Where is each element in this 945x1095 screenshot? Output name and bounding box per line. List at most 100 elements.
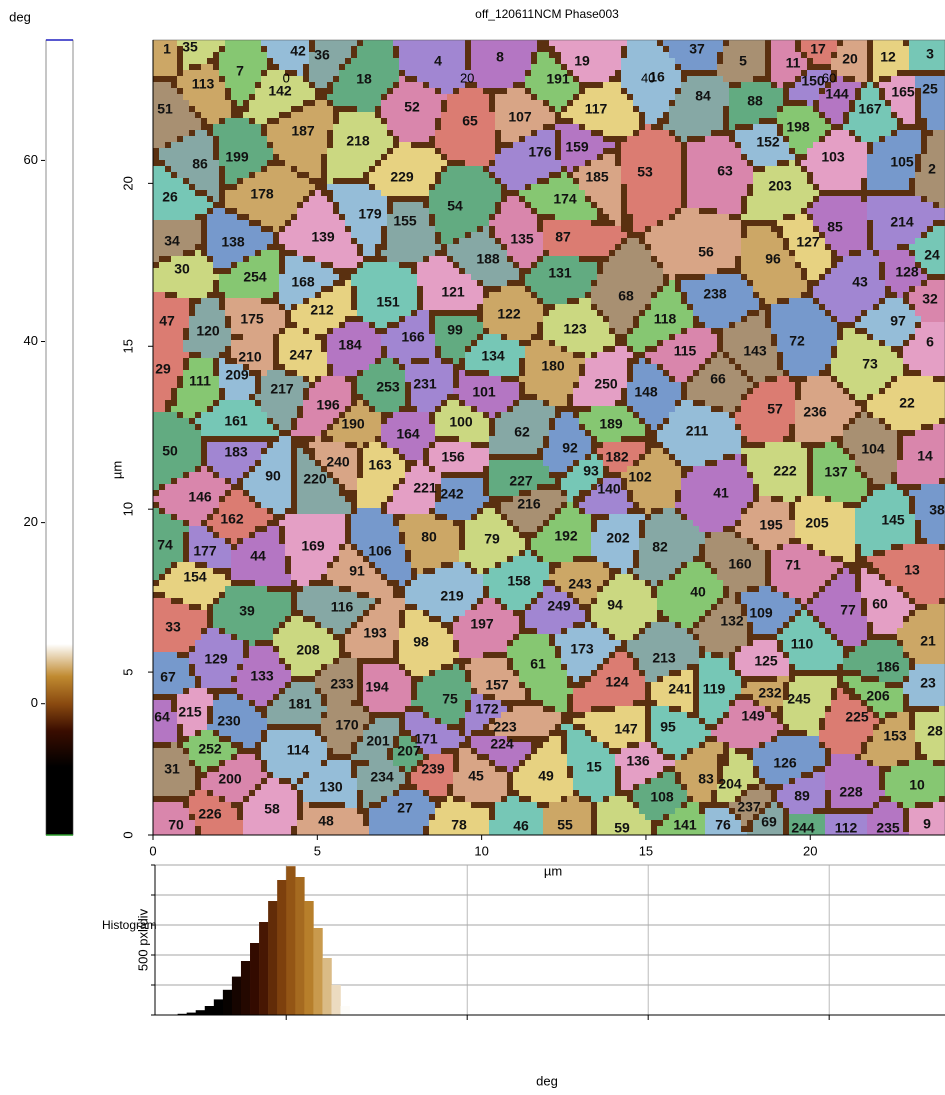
grain-label: 46 <box>513 818 529 834</box>
grain-label: 243 <box>568 576 592 592</box>
grain-label: 34 <box>164 233 180 249</box>
grain-label: 242 <box>440 486 464 502</box>
grain-label: 149 <box>741 708 765 724</box>
grain <box>903 664 945 706</box>
x-axis-label: µm <box>544 863 562 878</box>
grain-label: 25 <box>922 81 938 97</box>
grain-label: 68 <box>618 288 634 304</box>
grain-label: 49 <box>538 768 554 784</box>
grain-label: 56 <box>698 244 714 260</box>
grain-label: 119 <box>703 681 726 697</box>
grain-label: 151 <box>376 294 400 310</box>
grain-label: 144 <box>825 86 849 102</box>
grain-label: 96 <box>765 251 781 267</box>
grain-label: 89 <box>794 788 810 804</box>
grain <box>909 40 945 70</box>
grain <box>657 802 705 835</box>
grain-label: 45 <box>468 768 484 784</box>
grain <box>621 124 681 232</box>
grain-label: 98 <box>413 634 429 650</box>
grain-label: 114 <box>287 742 310 758</box>
grain <box>267 682 327 724</box>
grain-label: 230 <box>217 713 241 729</box>
grain-label: 108 <box>650 789 674 805</box>
grain-label: 160 <box>728 556 752 572</box>
grain <box>735 124 795 166</box>
grain <box>357 358 405 412</box>
grain-label: 164 <box>396 426 420 442</box>
grain-label: 16 <box>649 69 665 85</box>
grain <box>807 196 867 256</box>
grain-label: 129 <box>204 651 228 667</box>
grain <box>561 82 639 136</box>
grain-label: 57 <box>767 401 783 417</box>
grain <box>177 688 213 736</box>
grain-label: 43 <box>852 274 868 290</box>
grain <box>843 676 903 718</box>
grain <box>909 802 945 835</box>
grain <box>207 208 273 268</box>
grain <box>903 322 945 376</box>
grain-label: 201 <box>366 733 390 749</box>
grain-label: 143 <box>743 343 767 359</box>
grain-label: 5 <box>739 53 747 69</box>
grain-label: 197 <box>470 616 494 632</box>
grain <box>561 724 615 802</box>
grain-label: 23 <box>920 675 936 691</box>
grain-label: 232 <box>758 685 782 701</box>
grain <box>633 508 705 586</box>
grain-label: 200 <box>218 771 242 787</box>
grain <box>153 802 195 835</box>
grain <box>327 322 381 376</box>
grain-label: 7 <box>236 63 244 79</box>
grain-label: 222 <box>773 463 797 479</box>
grain <box>801 130 867 190</box>
grain <box>429 442 489 472</box>
grain-label: 229 <box>390 169 414 185</box>
grain-label: 74 <box>157 537 173 553</box>
grain-label: 79 <box>484 531 500 547</box>
grain <box>153 598 207 652</box>
grain <box>861 568 915 634</box>
grain <box>867 130 921 190</box>
grain <box>885 760 945 808</box>
grain-label: 212 <box>310 302 334 318</box>
grain-label: 6 <box>926 334 934 350</box>
grain <box>795 496 855 562</box>
grain-label: 103 <box>821 149 845 165</box>
grain-label: 75 <box>442 691 458 707</box>
grain <box>915 130 945 208</box>
grain <box>825 814 867 835</box>
grain <box>819 688 879 754</box>
grain <box>279 328 327 382</box>
grain <box>225 166 315 232</box>
grain-label: 109 <box>749 605 773 621</box>
grain-label: 84 <box>695 88 711 104</box>
grain-label: 14 <box>917 448 933 464</box>
grain-label: 218 <box>346 133 370 149</box>
grain <box>291 376 351 436</box>
grain-label: 132 <box>720 613 744 629</box>
x-tick-label: 10 <box>474 843 488 858</box>
grain <box>621 40 681 124</box>
grain-label: 67 <box>160 669 176 685</box>
colorbar-tick-label: 40 <box>24 333 38 348</box>
grain <box>597 796 651 835</box>
grain <box>279 256 339 310</box>
grain <box>153 346 189 412</box>
grain-label: 48 <box>318 813 334 829</box>
grain-label: 155 <box>393 213 417 229</box>
grain-label: 193 <box>363 625 387 641</box>
y-tick-label: 20 <box>120 176 135 190</box>
grain <box>393 40 471 94</box>
grain <box>741 160 819 220</box>
grain <box>831 40 867 82</box>
grain <box>663 76 729 142</box>
grain <box>213 586 291 646</box>
grain <box>405 358 453 412</box>
grain <box>657 400 741 466</box>
histogram-bar <box>295 877 305 1015</box>
grain <box>915 76 945 130</box>
grain <box>387 460 441 514</box>
grain <box>153 742 195 796</box>
